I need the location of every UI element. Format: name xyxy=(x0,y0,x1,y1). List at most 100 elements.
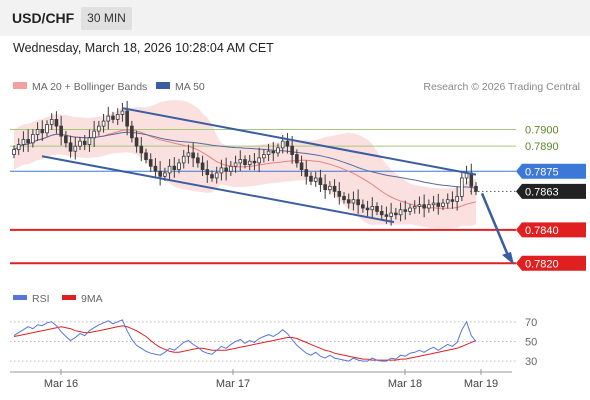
candle xyxy=(12,145,16,159)
candle xyxy=(266,144,271,162)
candle xyxy=(313,171,318,187)
candle xyxy=(431,195,436,212)
rsi-tick-70: 70 xyxy=(525,317,537,329)
candle xyxy=(45,120,49,137)
candle xyxy=(205,160,210,183)
candle xyxy=(153,158,158,179)
ma50-legend-swatch xyxy=(156,82,170,89)
level-label-0.7840: 0.7840 xyxy=(525,225,559,237)
candle xyxy=(64,130,68,148)
rsi-panel: 70 50 30 xyxy=(10,317,537,368)
rsi-legend-swatch xyxy=(13,295,27,300)
candle xyxy=(82,134,87,151)
candle xyxy=(167,159,172,180)
candle xyxy=(224,157,228,181)
level-label-0.7820: 0.7820 xyxy=(525,258,559,270)
candle xyxy=(186,144,191,164)
timeframe-button[interactable]: 30 MIN xyxy=(81,7,132,30)
rsi-ma9-line xyxy=(13,325,477,361)
candle xyxy=(68,135,73,158)
candle xyxy=(403,200,408,220)
candle xyxy=(394,207,398,220)
level-tag-0.7863 xyxy=(516,183,586,199)
forecast-arrow-shaft xyxy=(480,192,511,259)
candle xyxy=(219,159,224,181)
candle xyxy=(417,196,422,214)
candle xyxy=(120,102,125,122)
candle xyxy=(346,193,351,209)
candle xyxy=(408,203,412,216)
candle xyxy=(172,157,177,178)
candle xyxy=(422,194,426,218)
candle xyxy=(398,202,403,222)
candle xyxy=(460,172,464,202)
candle xyxy=(59,115,63,146)
candle xyxy=(365,200,370,217)
rsi-tick-50: 50 xyxy=(525,336,537,348)
candle xyxy=(31,129,35,148)
x-tick-label: Mar 17 xyxy=(216,378,250,390)
candle xyxy=(276,143,280,157)
rsi-legend-label: RSI xyxy=(32,293,50,305)
candle xyxy=(92,120,96,148)
candle xyxy=(229,161,233,176)
candle xyxy=(361,199,365,213)
candle xyxy=(309,172,313,186)
level-label-0.7900: 0.7900 xyxy=(525,124,559,136)
forecast-arrow-head xyxy=(502,251,514,265)
candle xyxy=(144,148,148,164)
level-label-0.7875: 0.7875 xyxy=(525,166,559,178)
candle xyxy=(40,120,45,142)
candle xyxy=(49,113,54,131)
level-tag-0.7840 xyxy=(516,222,586,238)
candle xyxy=(115,108,120,125)
candle xyxy=(445,193,450,209)
candle xyxy=(35,122,40,141)
candle xyxy=(214,166,219,184)
candle xyxy=(318,169,323,193)
x-tick-label: Mar 19 xyxy=(464,378,498,390)
candle xyxy=(196,152,200,168)
candle xyxy=(191,142,195,168)
candle xyxy=(252,153,257,171)
chart-header-bar: USD/CHF 30 MIN xyxy=(0,0,590,36)
candle xyxy=(54,111,59,134)
price-level-labels: 0.7900 0.7890 0.7875 0.7863 0.7840 0.7820 xyxy=(516,124,586,271)
candle xyxy=(474,182,478,196)
ma50-legend-label: MA 50 xyxy=(175,81,205,93)
rsi-ma9-legend-label: 9MA xyxy=(81,293,103,305)
candle xyxy=(106,106,111,130)
candle xyxy=(257,147,261,173)
trend-channel xyxy=(41,107,514,265)
candle xyxy=(148,153,153,172)
ma20-legend-swatch xyxy=(13,82,27,89)
candle xyxy=(181,150,186,169)
candle xyxy=(375,202,379,216)
candle xyxy=(134,130,139,153)
candle xyxy=(247,155,252,171)
level-tag-0.7875 xyxy=(516,163,586,179)
candle xyxy=(233,155,238,173)
candle xyxy=(78,136,82,150)
candlesticks xyxy=(12,100,478,226)
x-tick-label: Mar 18 xyxy=(388,378,422,390)
channel-lower-line xyxy=(41,155,395,224)
level-tag-0.7820 xyxy=(516,255,586,271)
candle xyxy=(342,192,346,204)
candle xyxy=(125,100,129,136)
candle xyxy=(427,199,431,213)
candle xyxy=(243,155,247,169)
candle xyxy=(450,191,455,209)
candle xyxy=(16,138,21,156)
price-levels xyxy=(10,128,516,265)
rsi-ma9-legend-swatch xyxy=(62,295,76,300)
candle xyxy=(130,120,134,143)
chart-datetime: Wednesday, March 18, 2026 10:28:04 AM CE… xyxy=(13,41,274,55)
candle xyxy=(328,181,332,195)
channel-upper-line xyxy=(121,107,477,176)
x-tick-label: Mar 16 xyxy=(44,378,78,390)
ma20-legend-label: MA 20 + Bollinger Bands xyxy=(32,81,147,93)
candle xyxy=(295,149,299,168)
